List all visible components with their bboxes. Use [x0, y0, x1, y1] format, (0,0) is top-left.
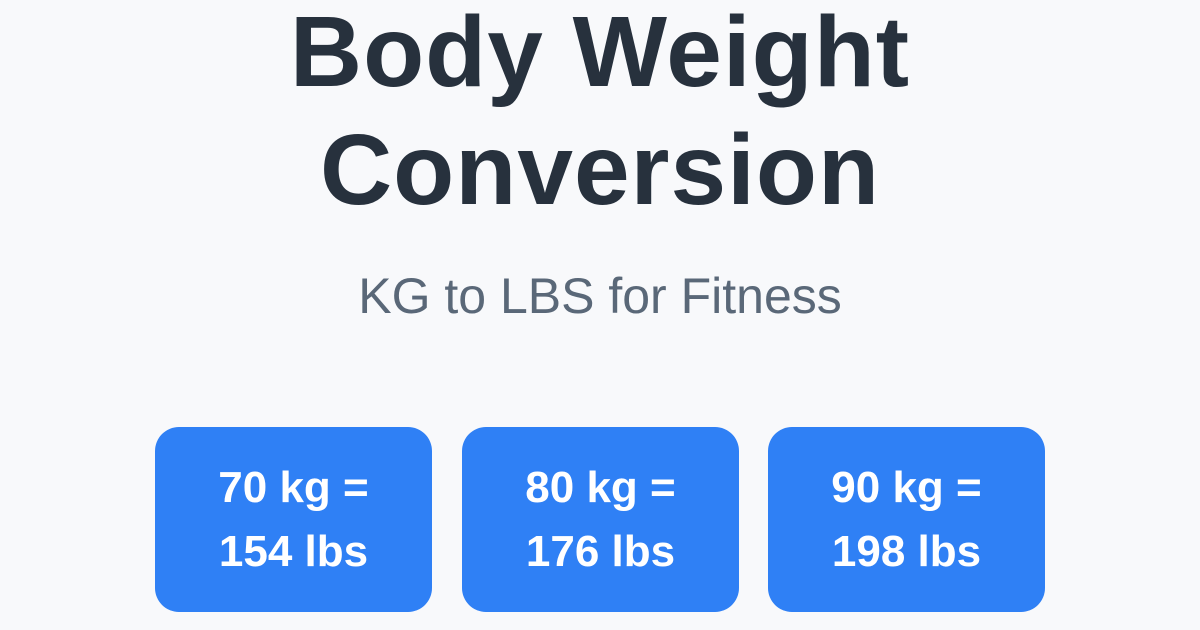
card-kg-text: 70 kg =	[218, 462, 369, 512]
card-lbs-text: 176 lbs	[525, 526, 676, 576]
conversion-card-80kg: 80 kg = 176 lbs	[462, 427, 739, 612]
page-title-line-2: Conversion	[319, 114, 881, 226]
card-lbs-text: 198 lbs	[831, 526, 982, 576]
page-title-line-1: Body Weight	[289, 0, 911, 108]
page-subtitle: KG to LBS for Fitness	[358, 268, 842, 324]
conversion-card-90kg: 90 kg = 198 lbs	[768, 427, 1045, 612]
card-lbs-text: 154 lbs	[218, 526, 369, 576]
card-kg-text: 90 kg =	[831, 462, 982, 512]
card-kg-text: 80 kg =	[525, 462, 676, 512]
conversion-card-70kg: 70 kg = 154 lbs	[155, 427, 432, 612]
